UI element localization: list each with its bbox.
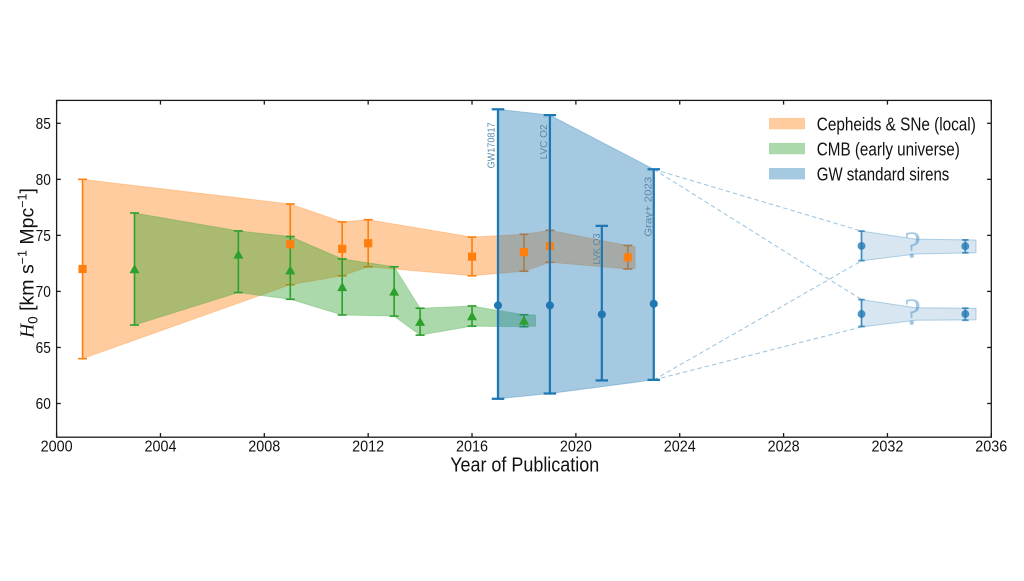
svg-text:2016: 2016: [456, 439, 488, 456]
svg-text:2020: 2020: [560, 439, 592, 456]
svg-text:65: 65: [36, 340, 51, 357]
svg-text:2024: 2024: [664, 439, 696, 456]
svg-text:80: 80: [36, 172, 52, 189]
svg-text:?: ?: [904, 224, 921, 266]
svg-text:LVC O2: LVC O2: [539, 124, 550, 159]
svg-text:GW standard sirens: GW standard sirens: [817, 164, 950, 185]
svg-text:70: 70: [36, 284, 52, 301]
svg-text:H0 [km s−1 Mpc−1]: H0 [km s−1 Mpc−1]: [16, 188, 41, 339]
svg-text:CMB (early universe): CMB (early universe): [817, 138, 960, 159]
svg-text:2008: 2008: [248, 439, 280, 456]
svg-text:2012: 2012: [352, 439, 384, 456]
svg-text:60: 60: [36, 396, 52, 413]
svg-text:2036: 2036: [975, 439, 1007, 456]
svg-text:Year of Publication: Year of Publication: [450, 455, 599, 477]
svg-text:Gray+ 2023: Gray+ 2023: [644, 176, 655, 236]
svg-text:2004: 2004: [144, 439, 176, 456]
svg-text:LVK O3: LVK O3: [592, 233, 603, 264]
svg-text:75: 75: [36, 228, 51, 245]
svg-text:2032: 2032: [871, 439, 903, 456]
svg-text:85: 85: [36, 116, 51, 133]
svg-text:2028: 2028: [768, 439, 800, 456]
svg-text:2000: 2000: [41, 439, 73, 456]
svg-text:Cepheids & SNe (local): Cepheids & SNe (local): [817, 113, 976, 134]
svg-text:?: ?: [904, 292, 921, 334]
svg-text:GW170817: GW170817: [487, 122, 498, 168]
